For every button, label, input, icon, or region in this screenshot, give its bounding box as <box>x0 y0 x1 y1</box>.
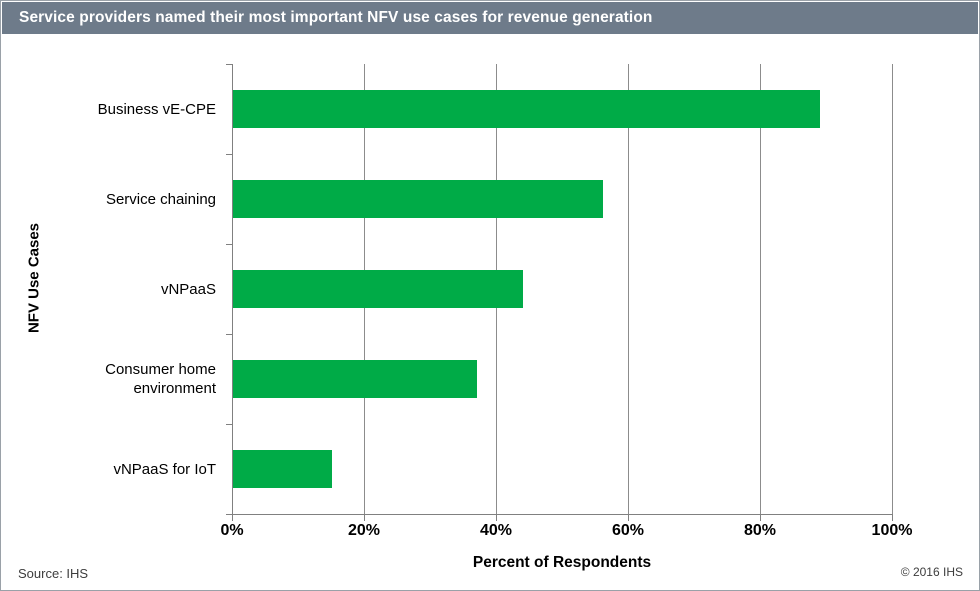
x-axis-tick <box>364 514 365 521</box>
x-axis-line <box>232 514 893 515</box>
y-category-label: Consumer home environment <box>105 361 216 397</box>
y-axis-tick <box>226 64 232 65</box>
x-tick-label: 80% <box>743 522 777 539</box>
y-axis-line <box>232 64 233 514</box>
y-category-label: vNPaaS <box>160 280 216 298</box>
y-axis-tick <box>226 514 232 515</box>
plot-area <box>226 64 893 521</box>
y-axis-tick <box>226 154 232 155</box>
y-category-label: Business vE-CPE <box>97 100 216 118</box>
x-axis-tick <box>232 514 233 521</box>
x-tick-label: 100% <box>871 522 913 539</box>
bar <box>233 180 603 218</box>
y-category-label: Service chaining <box>105 190 216 208</box>
bar <box>233 360 478 398</box>
x-axis-tick <box>496 514 497 521</box>
y-axis-tick <box>226 334 232 335</box>
y-category-label: vNPaaS for IoT <box>113 460 216 478</box>
copyright-note: © 2016 IHS <box>900 565 963 579</box>
x-tick-label: 0% <box>220 522 244 539</box>
y-axis-tick <box>226 424 232 425</box>
x-tick-label: 60% <box>611 522 645 539</box>
x-tick-label: 40% <box>479 522 513 539</box>
y-category-labels: Business vE-CPE Service chaining vNPaaS Con… <box>56 64 216 514</box>
x-axis-title: Percent of Respondents <box>472 554 652 571</box>
source-note: Source: IHS <box>18 566 89 581</box>
x-axis-tick <box>628 514 629 521</box>
x-axis-tick <box>892 514 893 521</box>
bar <box>233 450 332 488</box>
chart-title-bar: Service providers named their most impor… <box>2 2 978 34</box>
gridline <box>628 64 629 514</box>
bar <box>233 90 821 128</box>
y-axis-tick <box>226 244 232 245</box>
gridline <box>892 64 893 514</box>
x-axis-tick <box>760 514 761 521</box>
x-tick-label: 20% <box>347 522 381 539</box>
y-axis-title: NFV Use Cases <box>25 222 43 334</box>
chart-title: Service providers named their most impor… <box>19 9 653 26</box>
gridline <box>760 64 761 514</box>
bar <box>233 270 524 308</box>
